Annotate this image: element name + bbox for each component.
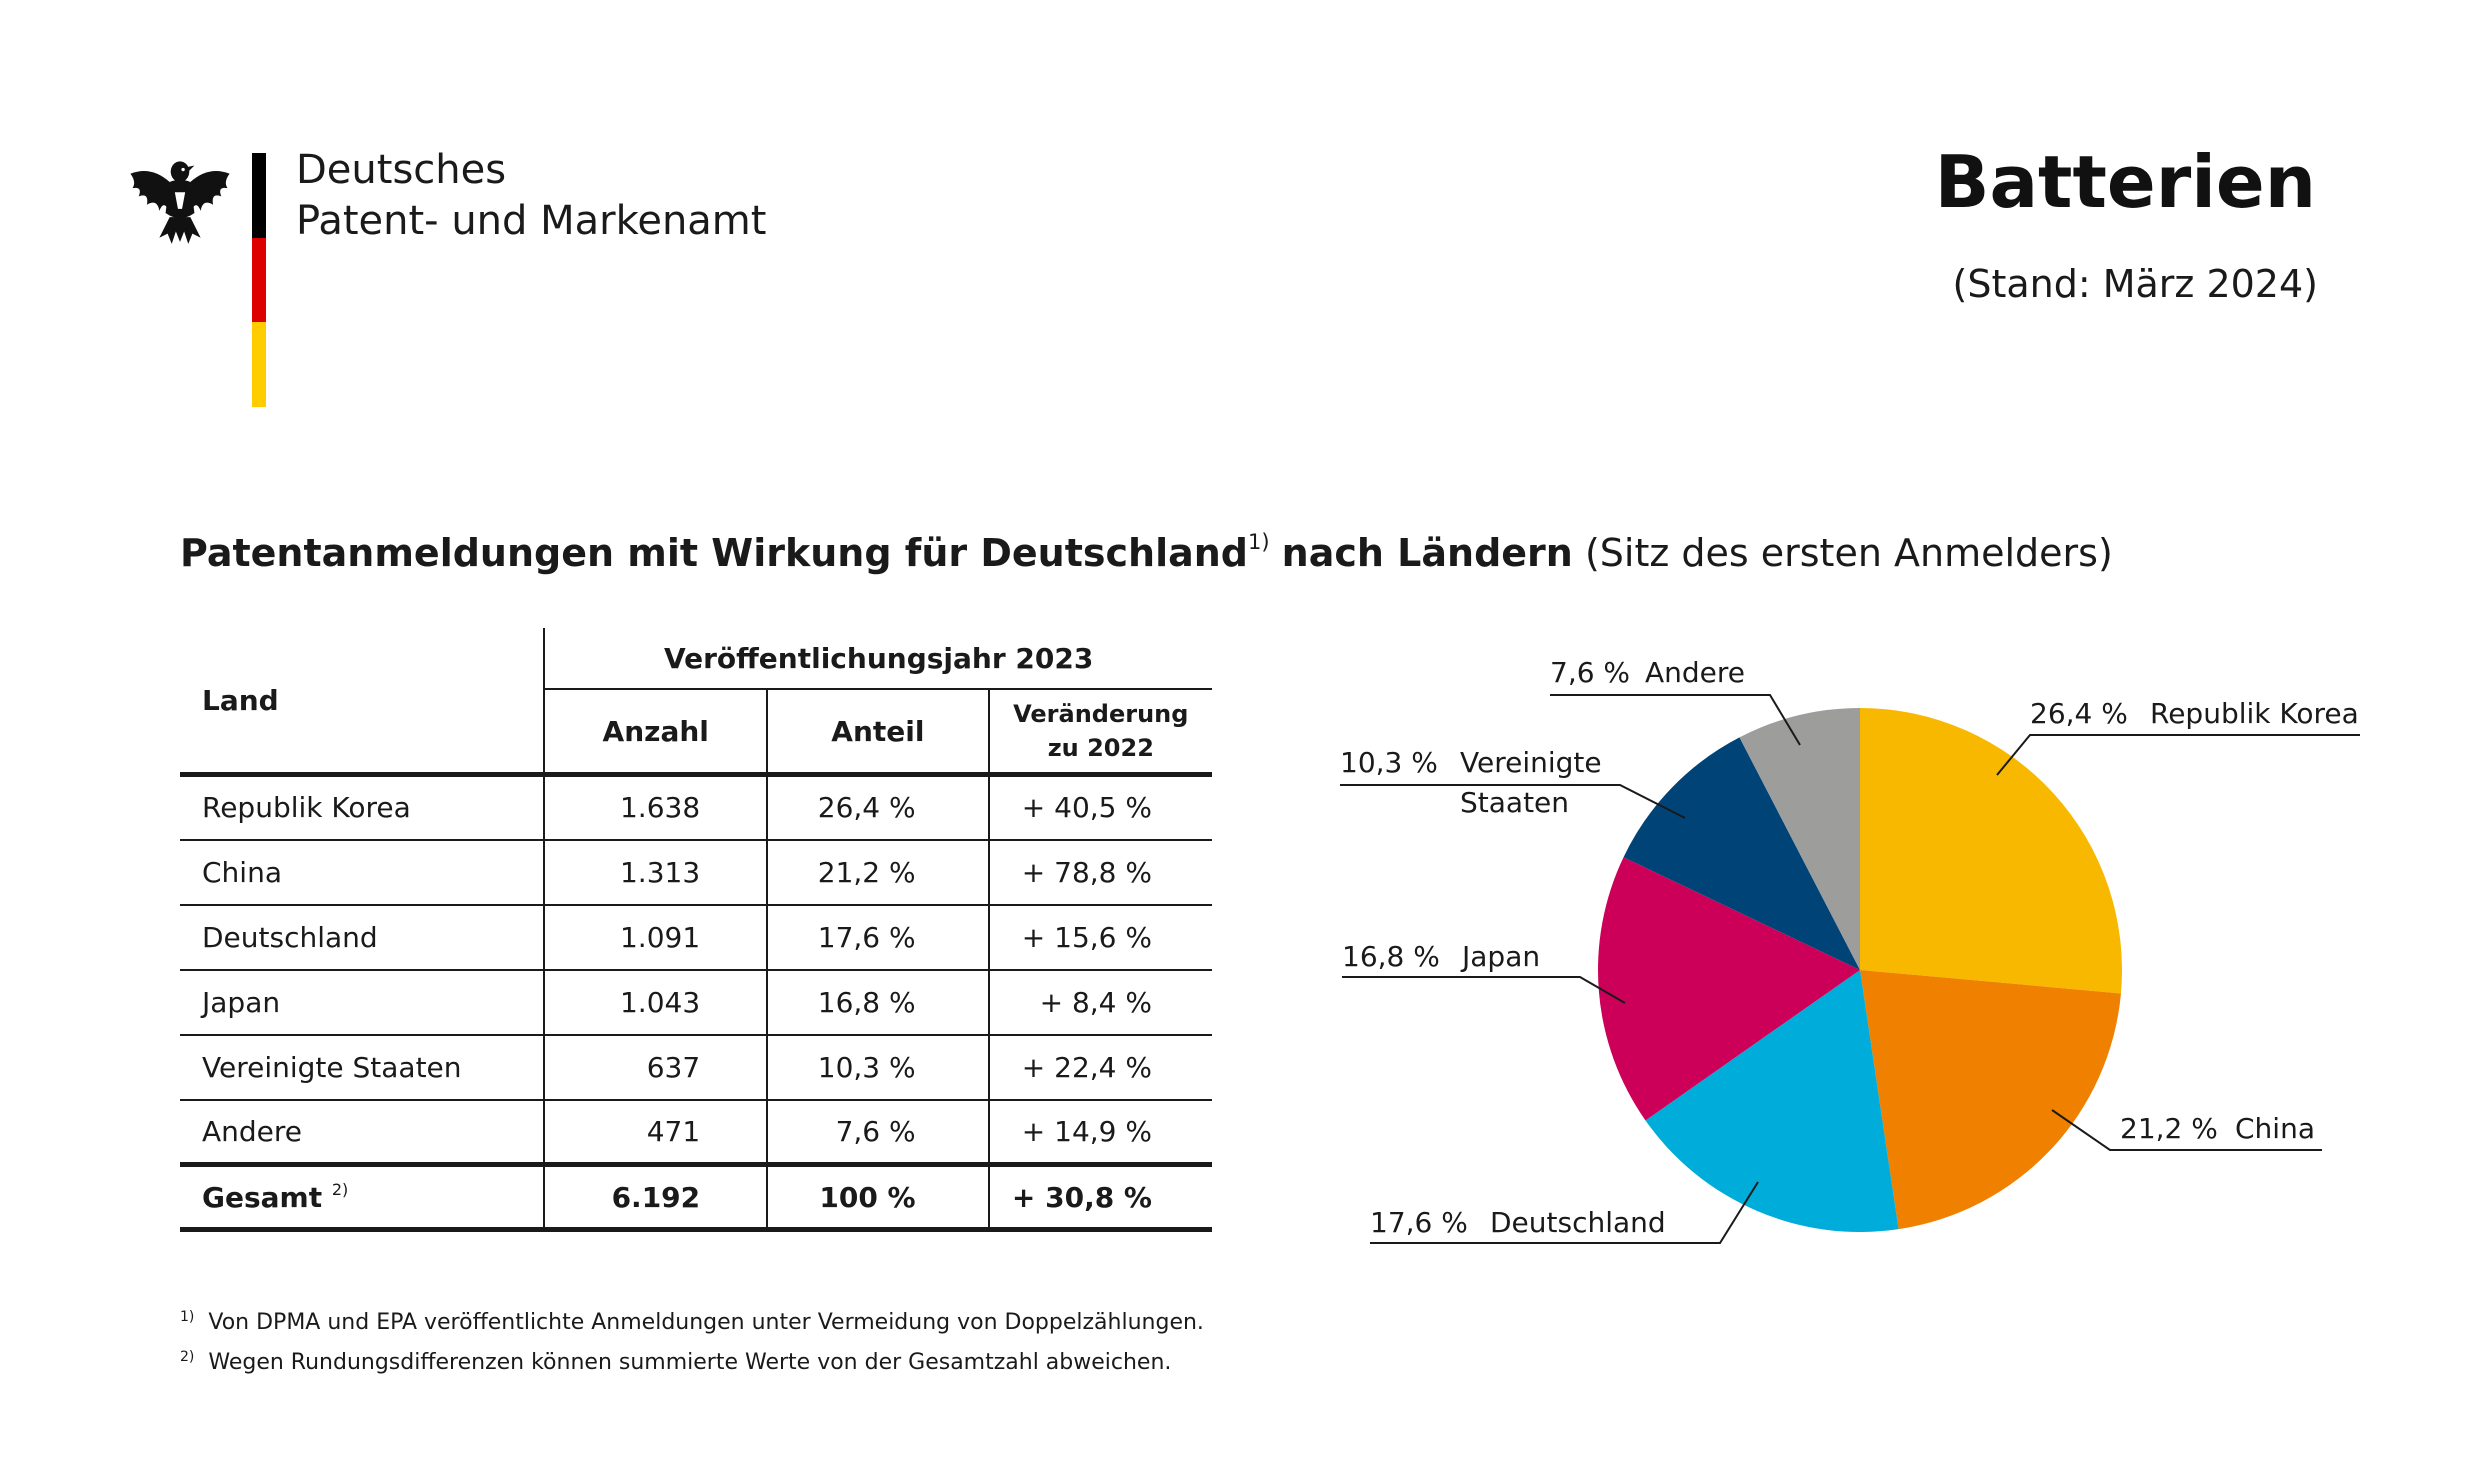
pie-slice-china (1860, 970, 2121, 1229)
slice-name-label: Staaten (1460, 786, 1569, 819)
leader-line (1997, 735, 2360, 775)
slice-value-label: 16,8 % (1342, 940, 1440, 973)
leader-line (1342, 977, 1625, 1003)
slice-name-label: China (2235, 1112, 2315, 1145)
slice-name-label: Japan (1460, 940, 1540, 973)
slice-value-label: 7,6 % (1550, 656, 1630, 689)
slice-name-label: Vereinigte (1460, 746, 1602, 779)
pie-slice-republik-korea (1860, 708, 2122, 993)
slice-value-label: 21,2 % (2120, 1112, 2218, 1145)
slice-value-label: 17,6 % (1370, 1206, 1468, 1239)
slice-value-label: 26,4 % (2030, 697, 2128, 730)
slice-name-label: Andere (1645, 656, 1745, 689)
slice-name-label: Deutschland (1490, 1206, 1666, 1239)
slice-name-label: Republik Korea (2150, 697, 2359, 730)
pie-chart: 26,4 % Republik Korea 21,2 % China 17,6 % Deu… (0, 0, 2480, 1465)
slice-value-label: 10,3 % (1340, 746, 1438, 779)
